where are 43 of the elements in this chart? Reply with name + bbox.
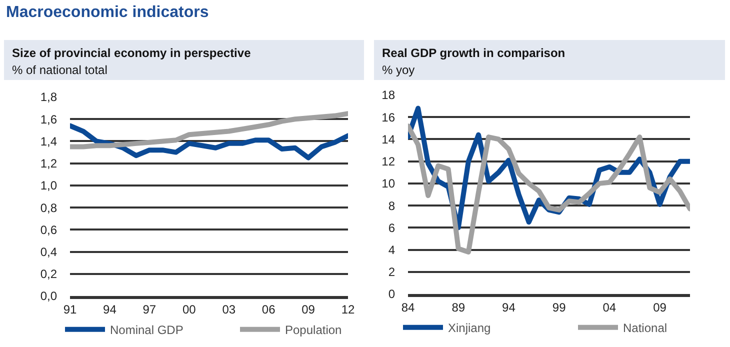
- y-tick-label: 0,6: [40, 222, 58, 237]
- x-tick-label: 94: [103, 302, 117, 316]
- y-tick-label: 16: [382, 110, 396, 124]
- legend-label: Nominal GDP: [110, 323, 184, 338]
- y-tick-label: 1,2: [40, 156, 58, 171]
- x-tick-label: 12: [341, 302, 355, 316]
- chart-title: Real GDP growth in comparison: [382, 46, 566, 60]
- y-tick-label: 0: [388, 287, 396, 302]
- y-tick-label: 8: [388, 198, 396, 213]
- x-tick-label: 09: [653, 300, 667, 314]
- legend-label: Population: [285, 323, 342, 338]
- x-tick-label: 97: [142, 302, 156, 316]
- y-tick-label: 0,2: [40, 267, 58, 282]
- x-tick-label: 91: [63, 302, 77, 316]
- y-tick-label: 10: [382, 176, 396, 191]
- y-tick-label: 14: [382, 132, 396, 146]
- y-tick-label: 2: [388, 265, 396, 280]
- x-tick-label: 03: [222, 302, 236, 316]
- y-tick-label: 1,6: [40, 112, 58, 126]
- x-tick-label: 84: [401, 300, 415, 314]
- x-tick-label: 99: [552, 300, 566, 314]
- y-tick-label: 4: [388, 242, 396, 257]
- x-tick-label: 89: [452, 300, 466, 314]
- y-tick-label: 0,4: [40, 244, 58, 259]
- x-tick-label: 09: [302, 302, 316, 316]
- y-tick-label: 1,8: [40, 90, 58, 104]
- legend-label: National: [623, 321, 668, 336]
- x-tick-label: 04: [602, 300, 616, 314]
- y-tick-label: 12: [382, 154, 396, 169]
- text: Macroeconomic indicators: [6, 4, 209, 21]
- chart-subtitle: % of national total: [12, 63, 108, 77]
- y-tick-label: 0,0: [40, 289, 58, 304]
- x-tick-label: 06: [262, 302, 276, 316]
- y-tick-label: 6: [388, 220, 396, 235]
- chart-subtitle: % yoy: [382, 63, 415, 77]
- y-tick-label: 0,8: [40, 200, 58, 215]
- y-tick-label: 18: [382, 88, 396, 102]
- y-tick-label: 1,4: [40, 134, 58, 148]
- x-tick-label: 00: [182, 302, 196, 316]
- y-tick-label: 1,0: [40, 178, 58, 193]
- chart-title: Size of provincial economy in perspective: [12, 46, 252, 60]
- legend-label: Xinjiang: [448, 321, 491, 336]
- x-tick-label: 94: [502, 300, 516, 314]
